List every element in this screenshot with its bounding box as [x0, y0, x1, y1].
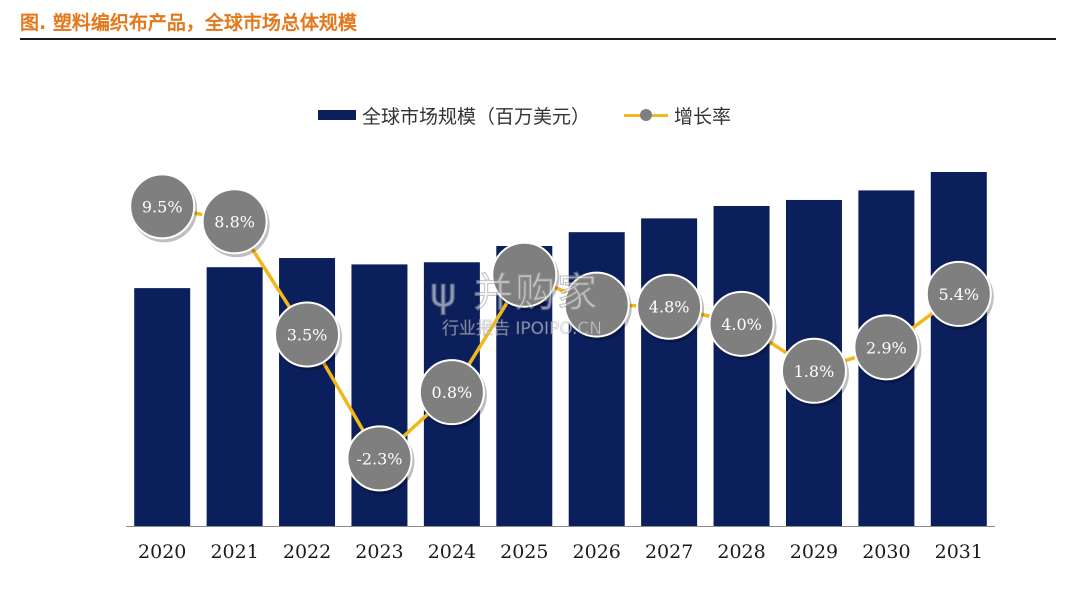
growth-marker-2031: 5.4%: [925, 260, 994, 330]
growth-marker-2026: [563, 271, 632, 341]
x-tick-2022: 2022: [283, 541, 331, 563]
growth-label-2028: 4.0%: [721, 315, 762, 334]
x-tick-2020: 2020: [138, 541, 186, 563]
x-tick-2023: 2023: [355, 541, 403, 563]
legend-bar-swatch: [318, 110, 356, 120]
title-divider: [20, 38, 1056, 40]
x-tick-2026: 2026: [573, 541, 621, 563]
chart-legend: 全球市场规模（百万美元） 增长率: [318, 102, 731, 128]
figure-header: 图. 塑料编织布产品，全球市场总体规模: [0, 0, 1076, 42]
legend-line-swatch: [624, 108, 669, 122]
x-tick-2031: 2031: [935, 541, 983, 563]
growth-label-2023: -2.3%: [356, 449, 402, 468]
growth-label-2024: 0.8%: [432, 383, 473, 402]
bar-2021: [206, 267, 263, 526]
growth-marker-2025: [491, 241, 560, 311]
growth-label-2020: 9.5%: [142, 197, 183, 216]
bar-2031: [930, 172, 987, 526]
x-tick-2025: 2025: [500, 541, 548, 563]
growth-label-2030: 2.9%: [866, 338, 907, 357]
growth-label-2031: 5.4%: [938, 285, 979, 304]
x-tick-2030: 2030: [862, 541, 910, 563]
growth-marker-2020: 9.5%: [129, 173, 198, 243]
growth-marker-2024: 0.8%: [418, 359, 487, 429]
growth-rate-markers: 9.5% 8.8% 3.5% -2.3% 0.8% 4.8% 4.0% 1.8% 2.9% 5.4…: [129, 173, 994, 495]
growth-marker-2027: 4.8%: [636, 273, 705, 343]
x-tick-labels: 2020 2021 2022 2023 2024 2025 2026 2027 2028 2029…: [138, 541, 983, 563]
growth-label-2022: 3.5%: [287, 326, 328, 345]
growth-marker-2030: 2.9%: [853, 314, 922, 384]
growth-label-2029: 1.8%: [794, 362, 835, 381]
x-tick-2027: 2027: [645, 541, 693, 563]
legend-bar-label: 全球市场规模（百万美元）: [362, 105, 591, 128]
x-tick-2029: 2029: [790, 541, 838, 563]
growth-label-2027: 4.8%: [649, 298, 690, 317]
growth-marker-2029: 1.8%: [780, 337, 849, 407]
growth-label-2021: 8.8%: [214, 212, 255, 231]
growth-marker-2023: -2.3%: [346, 425, 415, 495]
figure-title: 图. 塑料编织布产品，全球市场总体规模: [20, 12, 357, 34]
bar-2022: [279, 258, 336, 526]
growth-marker-2022: 3.5%: [274, 301, 343, 371]
growth-marker-2028: 4.0%: [708, 290, 777, 360]
x-tick-2021: 2021: [210, 541, 258, 563]
legend-line-label: 增长率: [674, 105, 732, 128]
x-tick-2028: 2028: [717, 541, 765, 563]
growth-marker-2021: 8.8%: [201, 188, 270, 258]
x-tick-2024: 2024: [428, 541, 476, 563]
bar-2020: [134, 288, 191, 526]
bar-2028: [713, 205, 770, 526]
bar-2027: [641, 218, 698, 526]
